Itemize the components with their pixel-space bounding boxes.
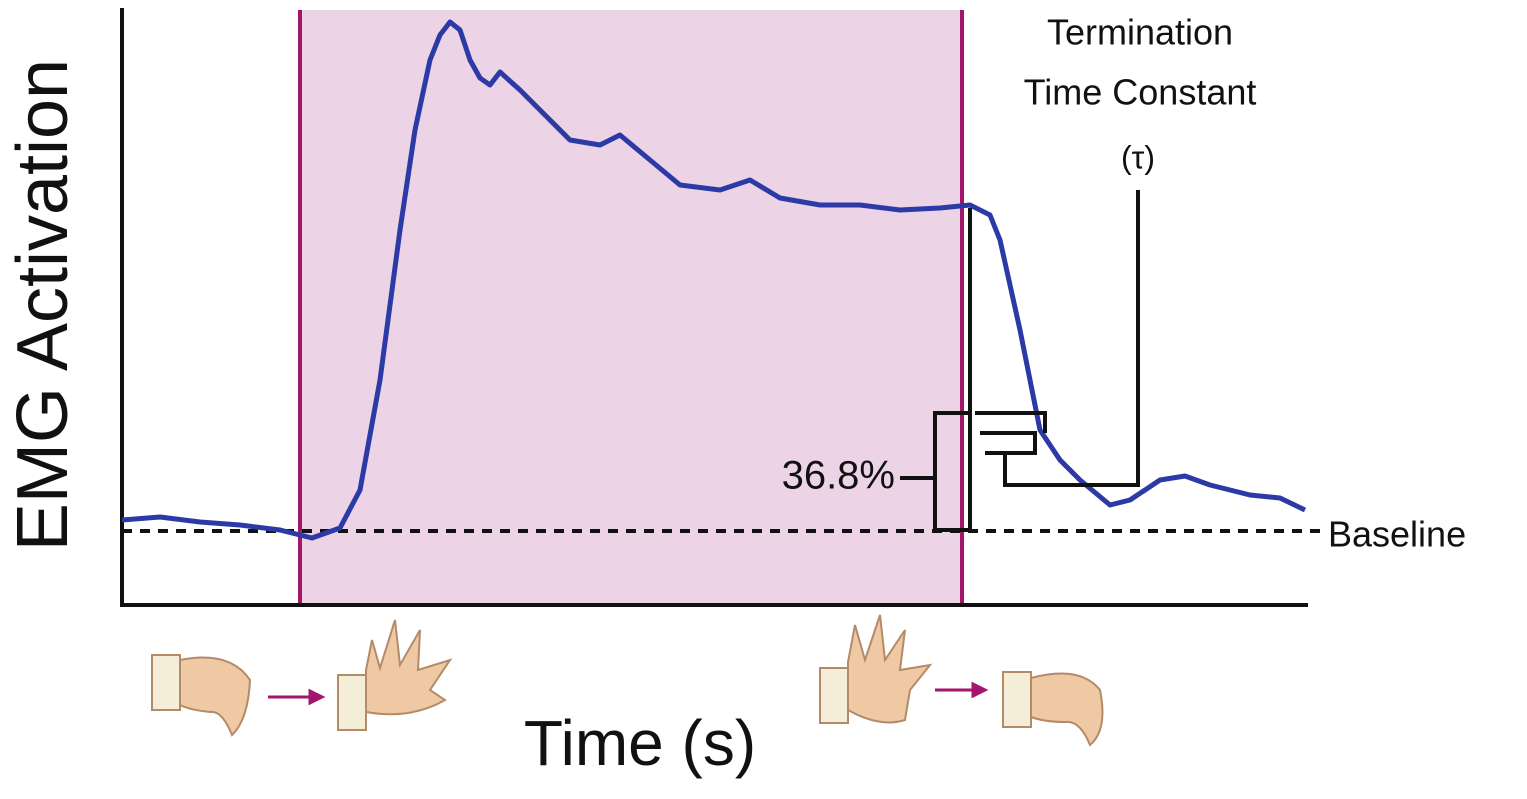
transition-arrows — [268, 681, 989, 706]
y-axis-label: EMG Activation — [3, 59, 83, 551]
movement-region — [300, 10, 962, 605]
brackets — [900, 190, 1140, 533]
baseline-label: Baseline — [1328, 514, 1466, 555]
tau-label: (τ) — [1121, 139, 1155, 175]
percent-label: 36.8% — [782, 454, 895, 498]
x-axis-label: Time (s) — [524, 707, 756, 779]
annotation: Termination — [1047, 12, 1233, 53]
annotation: Time Constant — [1024, 72, 1257, 113]
hand-icons — [151, 614, 1104, 747]
